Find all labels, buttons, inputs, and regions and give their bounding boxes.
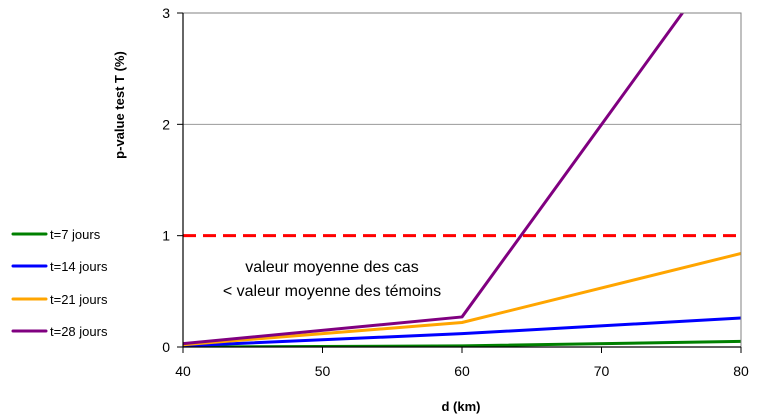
x-tick-label-60: 60 [454, 363, 470, 379]
grid-layer [183, 12, 741, 125]
series-layer [183, 13, 741, 347]
y-tick-label-0: 0 [162, 339, 170, 355]
legend-item-4: t=28 jours [11, 324, 108, 339]
legend-label-3: t=21 jours [50, 292, 108, 307]
y-tick-label-2: 2 [162, 116, 170, 132]
series-line-4 [183, 13, 684, 346]
legend-label-2: t=14 jours [50, 259, 108, 274]
x-tick-label-80: 80 [733, 363, 749, 379]
legend-item-3: t=21 jours [11, 292, 108, 307]
axes-layer [177, 12, 742, 353]
series-line-3 [183, 251, 741, 347]
x-tick-label-40: 40 [175, 363, 191, 379]
legend-label-1: t=7 jours [50, 227, 101, 242]
y-tick-label-3: 3 [162, 5, 170, 21]
x-axis-title: d (km) [442, 399, 481, 414]
x-tick-label-50: 50 [315, 363, 331, 379]
annotation-line-1: valeur moyenne des cas [245, 259, 418, 276]
series-line-2 [183, 316, 741, 347]
y-axis-title: p-value test T (%) [112, 51, 127, 159]
y-tick-label-1: 1 [162, 228, 170, 244]
tick-label-layer: 40 50 60 70 80 0 1 2 3 [162, 5, 749, 379]
annotation-line-2: < valeur moyenne des témoins [223, 283, 441, 300]
legend-item-1: t=7 jours [11, 227, 101, 242]
legend: t=7 jours t=14 jours t=21 jours t=28 jours [11, 227, 108, 339]
legend-item-2: t=14 jours [11, 259, 108, 274]
x-tick-label-70: 70 [594, 363, 610, 379]
legend-label-4: t=28 jours [50, 324, 108, 339]
